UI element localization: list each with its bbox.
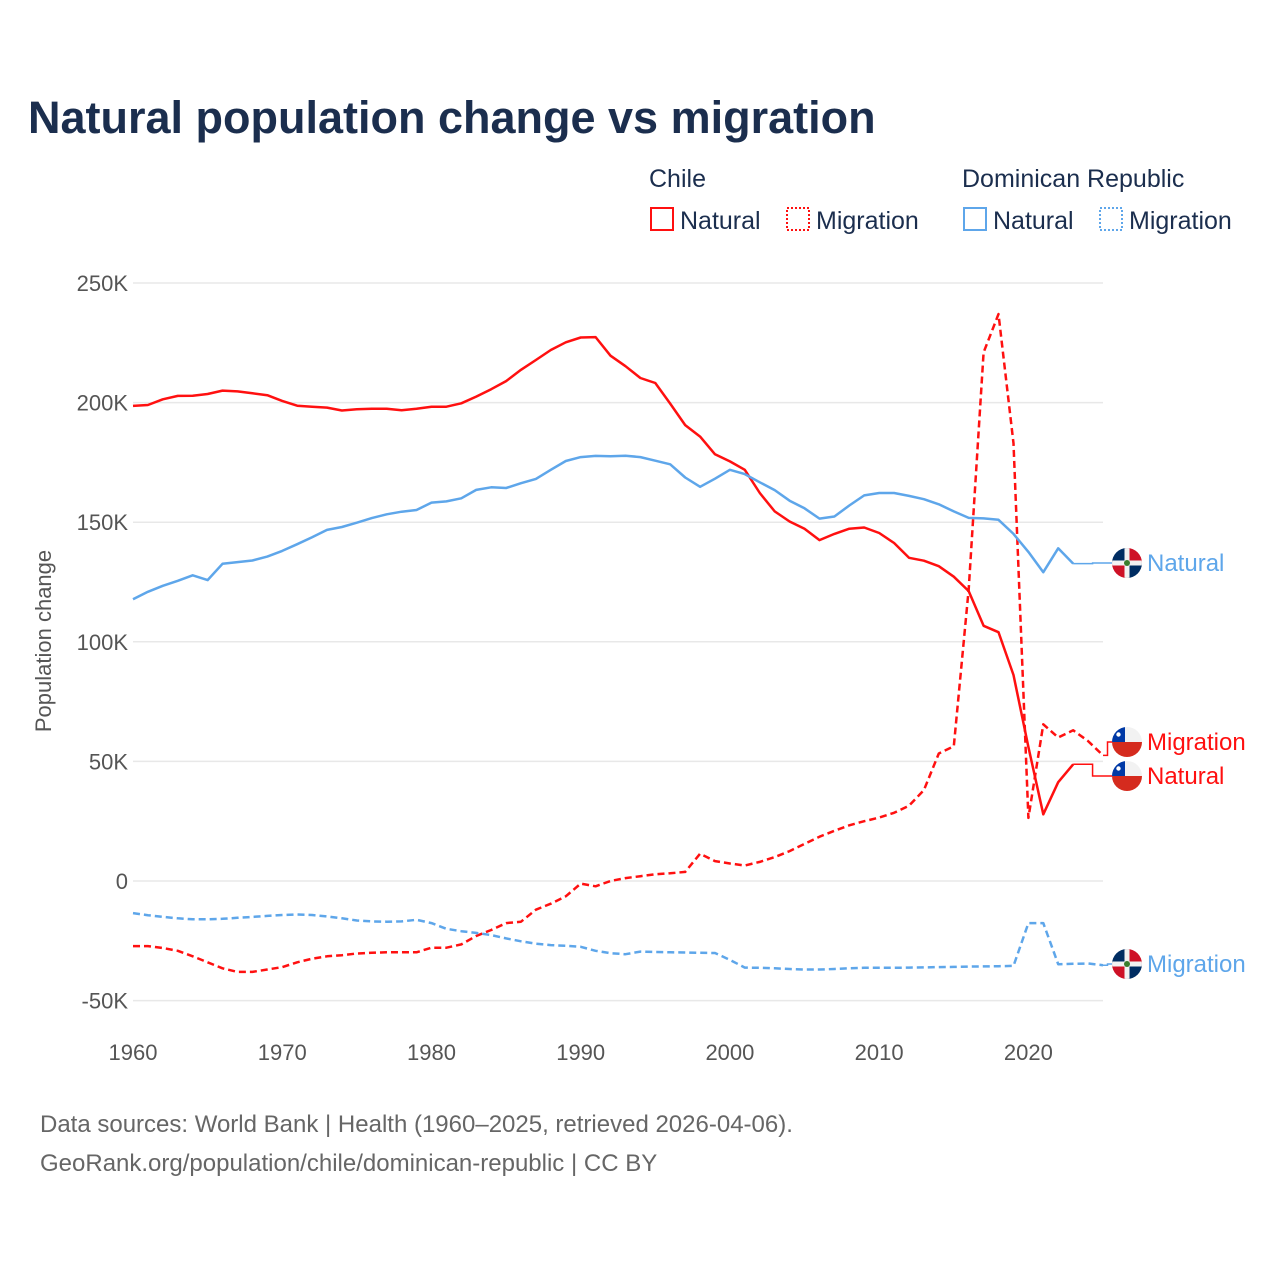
dominican-republic-flag-icon <box>1112 949 1142 979</box>
end-label-dominican-republic-migration: Migration <box>1147 951 1246 978</box>
legend-label-chile-migration[interactable]: Migration <box>816 207 919 235</box>
y-tick-label: 200K <box>77 391 129 416</box>
y-tick-label: 150K <box>77 510 129 535</box>
x-tick-label: 1970 <box>258 1040 307 1065</box>
x-tick-label: 1960 <box>109 1040 158 1065</box>
legend-swatch-dr-natural <box>963 207 987 231</box>
label-connector <box>1103 741 1112 757</box>
dominican-republic-flag-icon <box>1112 548 1142 578</box>
end-labels: Natural Migration Natural Migration <box>1073 548 1246 979</box>
label-connector <box>1073 763 1112 777</box>
legend-swatch-dr-migration <box>1099 207 1123 231</box>
footer-sources: Data sources: World Bank | Health (1960–… <box>40 1111 793 1138</box>
y-tick-label: 0 <box>116 869 128 894</box>
label-connector <box>1073 562 1112 565</box>
footer-link[interactable]: GeoRank.org/population/chile/dominican-r… <box>40 1150 657 1177</box>
y-tick-label: 50K <box>89 749 128 774</box>
x-tick-label: 2020 <box>1004 1040 1053 1065</box>
series-line-chile-natural <box>132 335 1075 816</box>
end-label-dominican-republic-natural: Natural <box>1147 550 1224 577</box>
series-line-dominican-republic-natural <box>132 454 1075 601</box>
y-axis-ticks: -50K 0 50K 100K 150K 200K 250K <box>77 271 129 1014</box>
legend-swatch-chile-migration <box>786 207 810 231</box>
y-tick-label: -50K <box>82 989 129 1014</box>
x-tick-label: 2010 <box>855 1040 904 1065</box>
legend-label-dr-natural[interactable]: Natural <box>993 207 1074 235</box>
series-lines <box>132 312 1104 974</box>
gridlines <box>133 282 1103 1002</box>
legend-swatch-chile-natural <box>650 207 674 231</box>
legend-label-chile-natural[interactable]: Natural <box>680 207 761 235</box>
x-axis-ticks: 1960 1970 1980 1990 2000 2010 2020 <box>109 1040 1053 1065</box>
y-tick-label: 100K <box>77 630 129 655</box>
x-tick-label: 1980 <box>407 1040 456 1065</box>
label-connector <box>1103 963 1112 966</box>
series-line-chile-migration <box>133 312 1104 974</box>
y-tick-label: 250K <box>77 271 129 296</box>
chile-flag-icon <box>1112 761 1142 791</box>
end-label-chile-natural: Natural <box>1147 763 1224 790</box>
x-tick-label: 1990 <box>556 1040 605 1065</box>
legend-label-dr-migration[interactable]: Migration <box>1129 207 1232 235</box>
end-label-chile-migration: Migration <box>1147 729 1246 756</box>
x-tick-label: 2000 <box>705 1040 754 1065</box>
legend-group-dominican-republic: Dominican Republic <box>962 165 1184 193</box>
legend: Chile Dominican Republic Natural Migrati… <box>649 165 1232 235</box>
legend-group-chile: Chile <box>649 165 706 193</box>
y-axis-title: Population change <box>31 550 56 732</box>
series-line-dominican-republic-migration <box>132 911 1104 971</box>
chile-flag-icon <box>1112 727 1142 757</box>
chart-title: Natural population change vs migration <box>28 92 876 143</box>
